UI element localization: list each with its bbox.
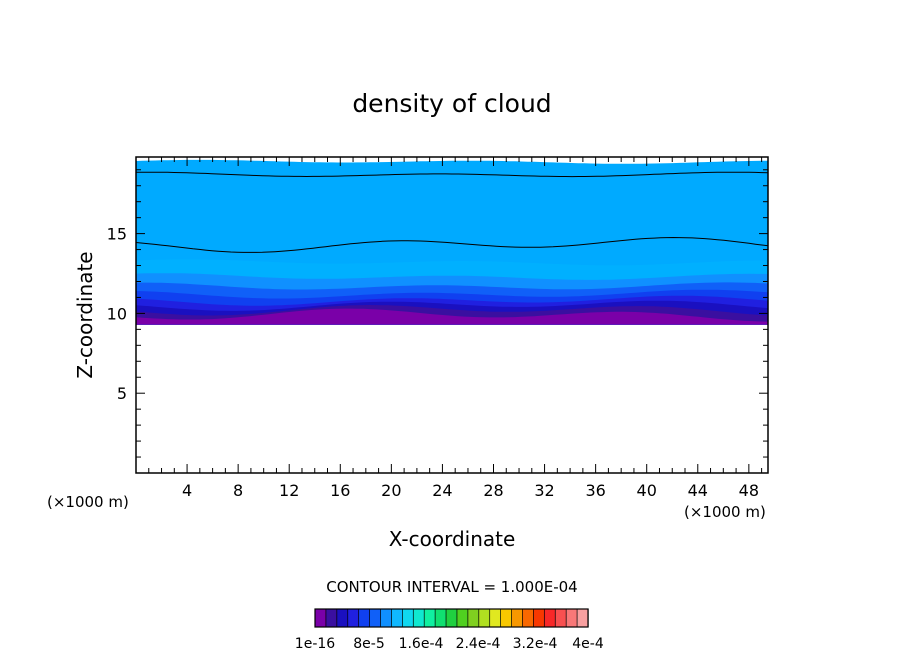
colorbar-swatch <box>314 608 327 628</box>
x-tick-label: 16 <box>330 481 350 500</box>
x-tick-label: 20 <box>381 481 401 500</box>
x-tick-label: 40 <box>637 481 657 500</box>
y-tick-label: 15 <box>107 225 127 244</box>
colorbar-swatch <box>412 608 425 628</box>
colorbar-swatch <box>478 608 491 628</box>
contour-field <box>136 159 768 325</box>
colorbar-label: 2.4e-4 <box>456 636 501 652</box>
x-tick-label: 4 <box>182 481 192 500</box>
contour-band <box>136 308 768 325</box>
colorbar-swatch <box>445 608 458 628</box>
x-unit-label: (×1000 m) <box>47 493 129 511</box>
colorbar-swatch <box>369 608 382 628</box>
colorbar-swatch <box>402 608 414 628</box>
colorbar-labels: 1e-16 8e-5 1.6e-4 2.4e-4 3.2e-4 4e-4 <box>295 636 604 652</box>
colorbar-swatch <box>325 608 338 628</box>
colorbar-swatch <box>336 608 349 628</box>
y-tick-label: 10 <box>107 304 127 323</box>
plot-frame <box>135 156 769 474</box>
contour-lines <box>135 171 769 253</box>
x-unit-label-right: (×1000 m) <box>684 503 766 521</box>
colorbar-swatch <box>423 608 436 628</box>
contour-line <box>135 236 769 253</box>
contour-line <box>136 171 769 178</box>
x-tick-label: 28 <box>483 481 503 500</box>
colorbar-swatch <box>380 608 393 628</box>
colorbar-swatch <box>533 608 545 628</box>
x-tick-label: 12 <box>279 481 299 500</box>
colorbar-swatch <box>511 608 524 628</box>
x-axis: 4 8 12 16 20 24 28 32 36 40 44 48 <box>148 157 763 500</box>
colorbar-swatch <box>358 608 371 628</box>
colorbar-swatch <box>522 608 535 628</box>
colorbar-swatch <box>554 608 567 628</box>
y-axis-label: Z-coordinate <box>73 251 97 378</box>
contour-interval-text: CONTOUR INTERVAL = 1.000E-04 <box>326 578 577 596</box>
colorbar <box>314 608 589 628</box>
colorbar-label: 1.6e-4 <box>399 636 444 652</box>
x-tick-label: 24 <box>432 481 452 500</box>
colorbar-swatch <box>500 608 513 628</box>
x-tick-label: 44 <box>688 481 708 500</box>
colorbar-swatch <box>391 608 404 628</box>
y-tick-label: 5 <box>117 384 127 403</box>
colorbar-swatch <box>434 608 447 628</box>
x-tick-label: 36 <box>585 481 605 500</box>
colorbar-swatch <box>543 608 556 628</box>
x-tick-label: 8 <box>233 481 243 500</box>
colorbar-swatch <box>467 608 480 628</box>
colorbar-swatch <box>347 608 360 628</box>
x-axis-label: X-coordinate <box>389 527 516 551</box>
chart-title: density of cloud <box>352 89 551 118</box>
colorbar-swatch <box>489 608 502 628</box>
colorbar-swatch <box>576 608 589 628</box>
colorbar-label: 1e-16 <box>295 636 335 652</box>
colorbar-swatch <box>456 608 469 628</box>
x-tick-label: 48 <box>739 481 759 500</box>
y-axis: 5 10 15 <box>107 169 768 458</box>
colorbar-label: 3.2e-4 <box>513 636 558 652</box>
colorbar-frame <box>314 608 589 628</box>
x-tick-label: 32 <box>534 481 554 500</box>
colorbar-label: 8e-5 <box>353 636 384 652</box>
colorbar-label: 4e-4 <box>572 636 604 652</box>
colorbar-swatch <box>565 608 578 628</box>
